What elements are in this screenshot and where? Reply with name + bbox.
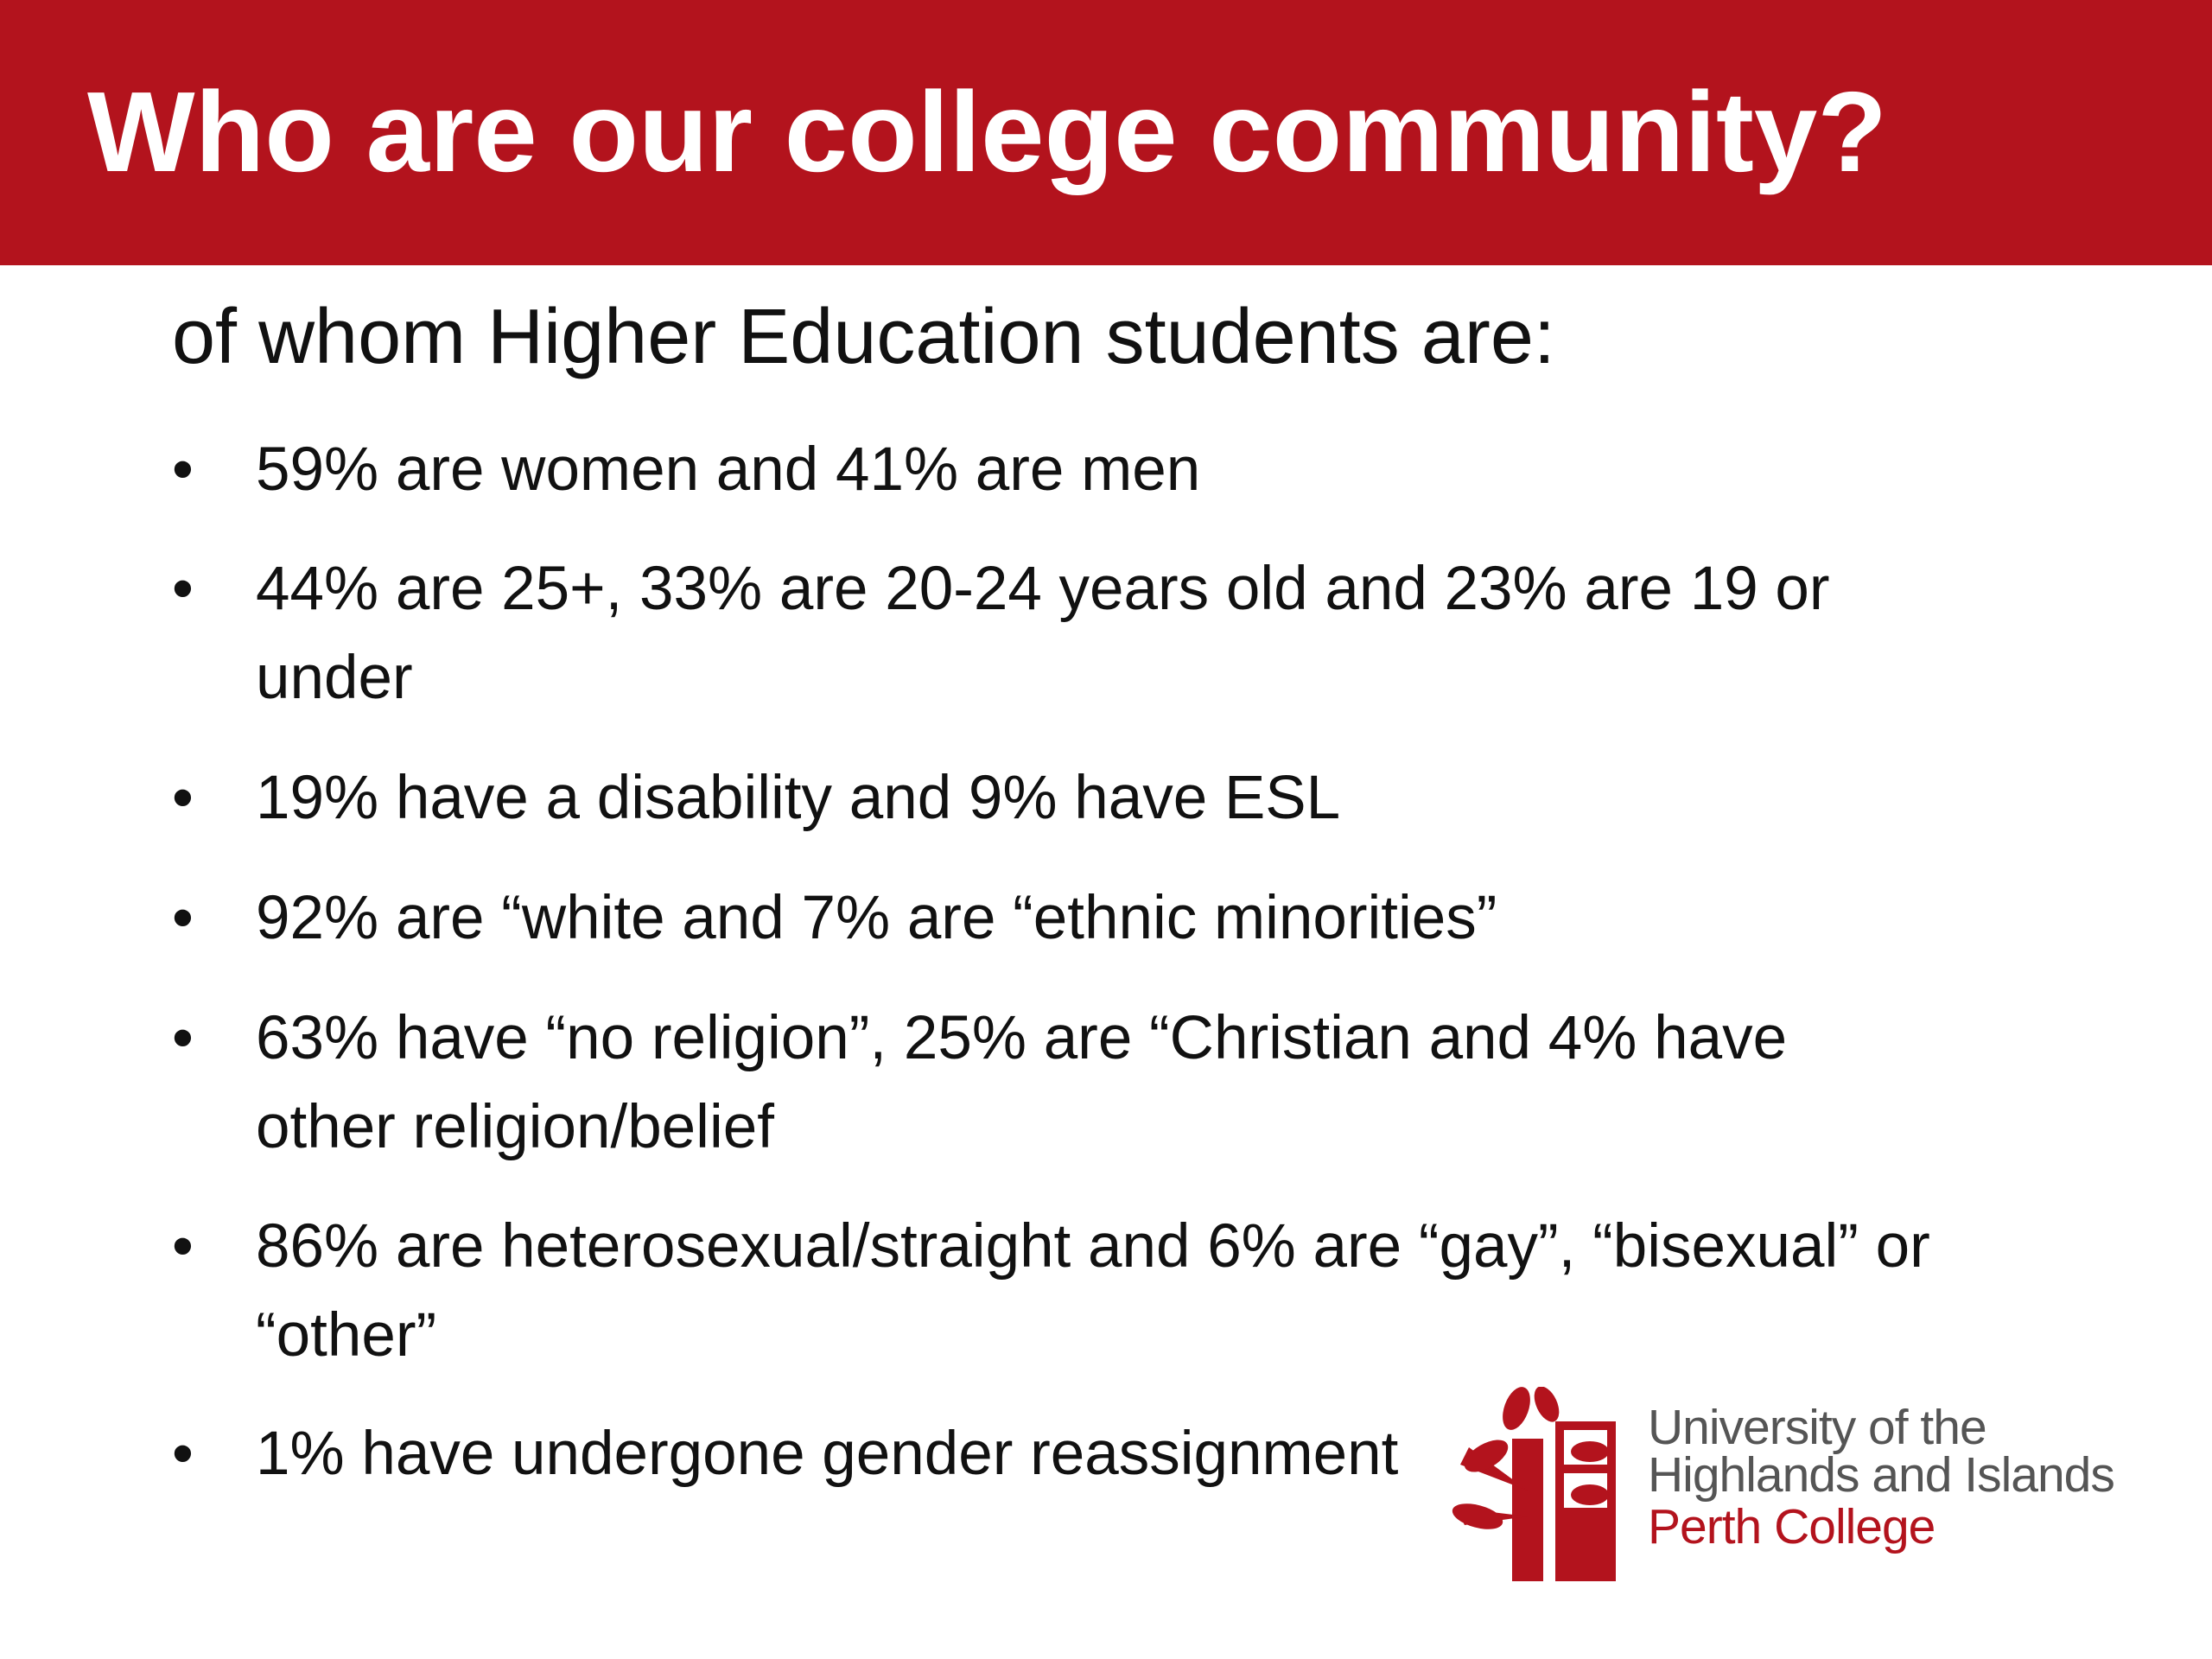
logo-text: Highlands and Islands xyxy=(1648,1447,2115,1503)
bullet-dot: • xyxy=(172,435,194,504)
bullet-text: 92% are “white and 7% are “ethnic minori… xyxy=(256,884,1497,952)
bullet-dot: • xyxy=(172,1212,194,1281)
bullet-dot: • xyxy=(172,555,194,623)
bullet-dot: • xyxy=(172,1004,194,1072)
bullet-text: 63% have “no religion”, 25% are “Christi… xyxy=(256,1004,1788,1161)
subtitle: of whom Higher Education students are: xyxy=(172,294,1555,380)
header-bar: Who are our college community? xyxy=(0,0,2212,265)
logo-text: University of the xyxy=(1648,1400,1987,1455)
logo-tree xyxy=(1452,1387,1616,1581)
title: Who are our college community? xyxy=(87,68,1887,195)
logo: University of the Highlands and Islands … xyxy=(1452,1387,2115,1581)
bullet-dot: • xyxy=(172,1420,194,1488)
logo-text: Perth College xyxy=(1648,1499,1936,1554)
bullet-dot: • xyxy=(172,884,194,952)
bullet-text: 1% have undergone gender reassignment xyxy=(256,1420,1399,1488)
bullet-dot: • xyxy=(172,764,194,832)
bullet-text: 59% are women and 41% are men xyxy=(256,435,1201,504)
bullet-text: 86% are heterosexual/straight and 6% are… xyxy=(256,1212,1930,1370)
bullet-text: 44% are 25+, 33% are 20-24 years old and… xyxy=(256,555,1830,712)
bullet-text: 19% have a disability and 9% have ESL xyxy=(256,764,1341,832)
